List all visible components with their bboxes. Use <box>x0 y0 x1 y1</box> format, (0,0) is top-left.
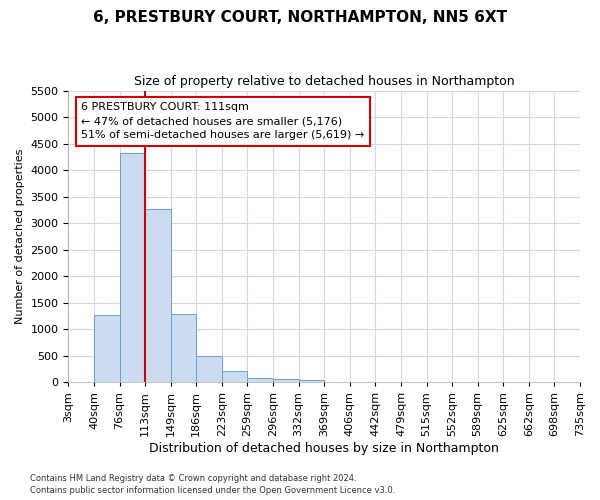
Bar <box>299 380 324 382</box>
Bar <box>119 152 145 382</box>
Title: Size of property relative to detached houses in Northampton: Size of property relative to detached ho… <box>134 75 515 88</box>
Bar <box>94 316 119 382</box>
Bar <box>196 356 222 382</box>
X-axis label: Distribution of detached houses by size in Northampton: Distribution of detached houses by size … <box>149 442 499 455</box>
Bar <box>247 378 273 382</box>
Bar <box>273 379 299 382</box>
Y-axis label: Number of detached properties: Number of detached properties <box>15 148 25 324</box>
Bar <box>145 210 171 382</box>
Text: Contains HM Land Registry data © Crown copyright and database right 2024.
Contai: Contains HM Land Registry data © Crown c… <box>30 474 395 495</box>
Text: 6 PRESTBURY COURT: 111sqm
← 47% of detached houses are smaller (5,176)
51% of se: 6 PRESTBURY COURT: 111sqm ← 47% of detac… <box>81 102 364 140</box>
Bar <box>222 370 247 382</box>
Bar <box>171 314 196 382</box>
Text: 6, PRESTBURY COURT, NORTHAMPTON, NN5 6XT: 6, PRESTBURY COURT, NORTHAMPTON, NN5 6XT <box>93 10 507 25</box>
